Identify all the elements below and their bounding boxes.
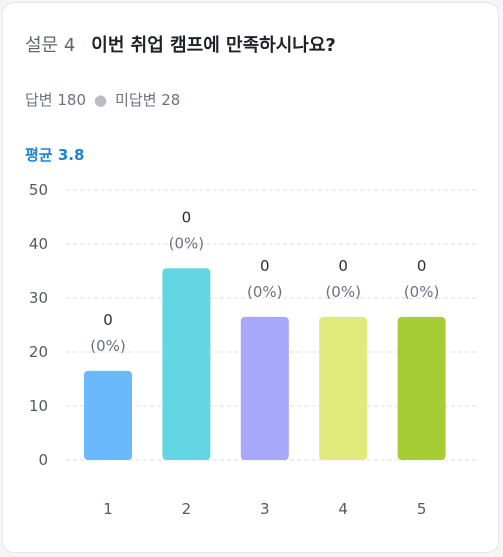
unanswered-count: 미답변 28 xyxy=(115,91,181,109)
bar-percent-label: (0%) xyxy=(90,337,126,355)
bar[interactable] xyxy=(162,268,211,460)
bar[interactable] xyxy=(397,316,446,460)
separator-dot-icon: ● xyxy=(94,91,108,109)
bar[interactable] xyxy=(84,370,132,460)
question-title: 설문 4 이번 취업 캠프에 만족하시나요? xyxy=(25,31,336,57)
x-tick-label: 5 xyxy=(417,500,427,518)
question-number: 설문 4 xyxy=(25,35,76,56)
y-tick-label: 30 xyxy=(29,289,48,307)
bar[interactable] xyxy=(240,316,289,460)
y-tick-label: 50 xyxy=(29,181,48,199)
bar-percent-label: (0%) xyxy=(169,234,205,252)
x-tick-label: 3 xyxy=(260,500,270,518)
question-text: 이번 취업 캠프에 만족하시나요? xyxy=(91,35,336,56)
y-tick-label: 0 xyxy=(38,451,48,469)
bar[interactable] xyxy=(319,316,368,460)
bar-value-label: 0 xyxy=(182,208,192,226)
bar-value-label: 0 xyxy=(338,257,348,275)
survey-card: 설문 4 이번 취업 캠프에 만족하시나요? 답변 180 ● 미답변 28 평균 3… xyxy=(2,2,499,553)
x-tick-label: 2 xyxy=(182,500,192,518)
average-score: 평균 3.8 xyxy=(25,146,85,164)
bar-percent-label: (0%) xyxy=(404,283,440,301)
y-tick-label: 40 xyxy=(29,235,48,253)
response-stats: 답변 180 ● 미답변 28 xyxy=(25,89,180,110)
bar-value-label: 0 xyxy=(260,257,270,275)
bar-percent-label: (0%) xyxy=(325,283,361,301)
bar-percent-label: (0%) xyxy=(247,283,283,301)
bar-value-label: 0 xyxy=(103,311,113,329)
y-tick-label: 10 xyxy=(29,397,48,415)
x-tick-label: 1 xyxy=(103,500,113,518)
y-tick-label: 20 xyxy=(29,343,48,361)
bar-value-label: 0 xyxy=(417,257,427,275)
x-tick-label: 4 xyxy=(338,500,348,518)
answered-count: 답변 180 xyxy=(25,91,86,109)
